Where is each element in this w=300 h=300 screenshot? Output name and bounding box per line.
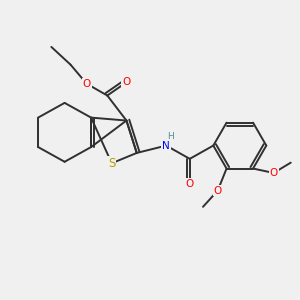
Text: O: O bbox=[82, 79, 91, 89]
Text: N: N bbox=[162, 141, 170, 151]
Text: H: H bbox=[167, 132, 174, 141]
Text: O: O bbox=[214, 186, 222, 196]
Text: O: O bbox=[186, 179, 194, 189]
Text: S: S bbox=[108, 157, 116, 170]
Text: O: O bbox=[269, 168, 278, 178]
Text: O: O bbox=[122, 77, 130, 87]
